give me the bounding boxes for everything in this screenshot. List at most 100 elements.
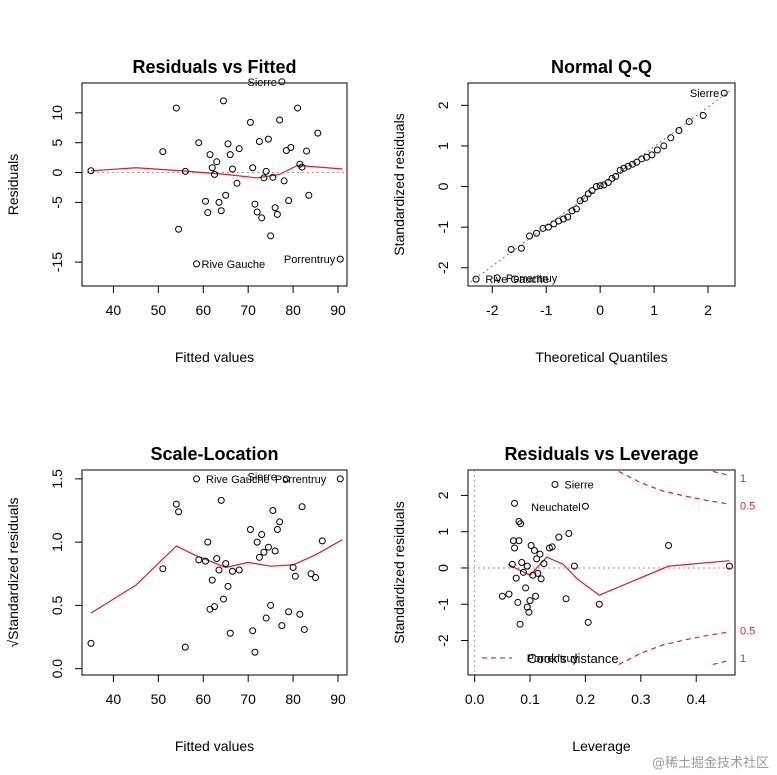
y-tick-label: 1.0 — [49, 532, 65, 552]
data-point — [581, 502, 589, 510]
data-point — [525, 232, 533, 240]
data-point — [262, 167, 270, 175]
data-point — [675, 127, 683, 135]
data-point — [653, 146, 661, 154]
data-point — [193, 475, 201, 483]
data-point — [608, 174, 616, 182]
x-axis-label: Leverage — [572, 738, 631, 754]
y-tick-label: 0 — [435, 182, 451, 190]
data-point — [267, 601, 275, 609]
data-point — [215, 566, 223, 574]
data-point — [305, 191, 313, 199]
data-point — [235, 145, 243, 153]
data-point — [633, 158, 641, 166]
data-point — [193, 260, 201, 268]
data-point — [505, 590, 513, 598]
rvl-panel: Residuals vs Leverage 0.0 0.1 0.2 0.3 0.4 -2 -1… — [391, 444, 755, 754]
data-point — [336, 255, 344, 263]
x-tick-label: 0.3 — [631, 691, 651, 707]
data-point — [273, 210, 281, 218]
data-point — [260, 174, 268, 182]
data-point — [235, 566, 243, 574]
y-tick-label: 0.5 — [49, 595, 65, 615]
x-tick-label: 0.1 — [520, 691, 540, 707]
data-point — [699, 111, 707, 119]
smoother-line — [90, 539, 343, 614]
data-point — [228, 567, 236, 575]
data-point — [219, 97, 227, 105]
cooks-distance-contour — [712, 470, 730, 477]
data-point — [537, 575, 545, 583]
data-point — [276, 116, 284, 124]
data-point — [624, 162, 632, 170]
data-point — [87, 639, 95, 647]
x-tick-label: 2 — [704, 302, 712, 318]
point-label: Rive Gauche — [202, 259, 266, 271]
data-point — [219, 595, 227, 603]
data-point — [271, 204, 279, 212]
data-point — [564, 213, 572, 221]
x-tick-label: 0.2 — [576, 691, 596, 707]
y-tick-label: 0 — [49, 168, 65, 176]
data-point — [532, 592, 540, 600]
data-point — [318, 537, 326, 545]
data-point — [296, 610, 304, 618]
data-point — [584, 618, 592, 626]
data-point — [273, 525, 281, 533]
data-point — [172, 500, 180, 508]
data-point — [508, 560, 516, 568]
data-point — [253, 208, 261, 216]
data-point — [544, 223, 552, 231]
cooks-distance-level-label: 0.5 — [740, 501, 755, 513]
data-point — [228, 165, 236, 173]
data-point — [294, 104, 302, 112]
cooks-distance-contour — [618, 631, 730, 666]
data-point — [519, 568, 527, 576]
data-point — [565, 529, 573, 537]
data-point — [211, 170, 218, 178]
data-point — [181, 167, 189, 175]
data-point — [276, 518, 284, 526]
x-tick-label: 60 — [195, 302, 211, 318]
y-tick-label: 0 — [435, 564, 451, 572]
data-point — [507, 245, 515, 253]
data-point — [217, 496, 225, 504]
data-point — [540, 560, 548, 568]
data-point — [278, 78, 286, 86]
data-point — [282, 475, 290, 483]
data-point — [87, 167, 95, 175]
x-tick-label: 70 — [240, 302, 256, 318]
data-point — [518, 559, 526, 567]
data-point — [285, 197, 293, 205]
data-point — [255, 138, 263, 146]
data-point — [233, 179, 241, 187]
data-point — [246, 525, 254, 533]
y-tick-label: -2 — [435, 261, 451, 274]
data-point — [202, 197, 210, 205]
y-axis-label: √Standardized residuals — [5, 497, 21, 647]
data-point — [280, 177, 288, 185]
data-point — [595, 600, 603, 608]
data-point — [665, 541, 673, 549]
x-tick-label: 0.0 — [465, 691, 485, 707]
qq-reference-line — [470, 90, 730, 283]
data-point — [249, 164, 257, 172]
data-point — [264, 135, 272, 143]
qq-panel: Normal Q-Q -2 -1 0 1 2 -2 -1 0 1 2 Theoretical Quan… — [391, 57, 736, 365]
data-point — [533, 555, 541, 563]
data-point — [530, 547, 538, 555]
data-point — [472, 275, 480, 283]
y-tick-label: 1.5 — [49, 469, 65, 489]
data-point — [222, 560, 230, 568]
data-point — [493, 274, 501, 282]
data-point — [175, 225, 183, 233]
data-point — [551, 481, 559, 489]
data-point — [287, 143, 295, 151]
data-point — [213, 555, 221, 563]
data-point — [576, 197, 584, 205]
data-point — [258, 531, 266, 539]
data-point — [289, 563, 297, 571]
y-tick-label: 10 — [49, 105, 65, 121]
data-point — [527, 541, 535, 549]
cooks-distance-level-label: 1 — [740, 653, 746, 665]
